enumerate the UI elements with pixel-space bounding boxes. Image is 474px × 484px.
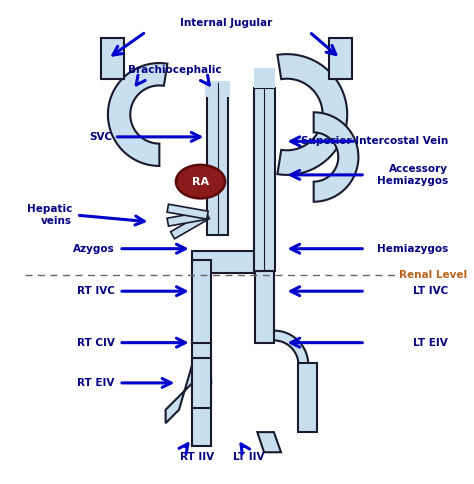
Polygon shape [255,68,274,88]
Bar [208,81,228,97]
Text: Brachiocephalic: Brachiocephalic [128,65,222,75]
Text: Superior Intercostal Vein: Superior Intercostal Vein [301,136,448,146]
Text: RT IIV: RT IIV [180,452,214,462]
Text: Internal Jugular: Internal Jugular [180,18,273,28]
Text: LT IVC: LT IVC [413,286,448,296]
Text: RT IVC: RT IVC [77,286,115,296]
Polygon shape [192,253,274,271]
Bar [255,271,274,343]
Bar [192,260,211,343]
Bar [101,38,124,79]
Bar [192,408,211,446]
Polygon shape [314,112,358,202]
Bar [255,88,274,271]
Polygon shape [274,331,308,365]
Polygon shape [277,54,347,175]
Polygon shape [165,361,211,423]
Text: RT EIV: RT EIV [77,378,115,388]
Polygon shape [167,204,208,219]
Polygon shape [171,212,210,239]
Bar [192,340,211,408]
Text: Accessory
Hemiazygos: Accessory Hemiazygos [377,164,448,186]
Ellipse shape [176,165,225,198]
Text: RA: RA [192,177,209,187]
Polygon shape [205,81,230,97]
Bar [329,38,352,79]
Polygon shape [167,211,208,226]
Text: SVC: SVC [89,132,112,142]
Bar [299,363,317,432]
Bar [192,358,211,410]
Text: Renal Level: Renal Level [399,270,467,280]
Polygon shape [108,63,167,166]
Text: Azygos: Azygos [73,244,115,254]
Text: LT EIV: LT EIV [413,338,448,348]
Text: LT IIV: LT IIV [233,452,264,462]
Text: RT CIV: RT CIV [77,338,115,348]
Bar [192,251,274,273]
Bar [208,83,228,235]
Polygon shape [257,432,281,452]
Text: Hepatic
veins: Hepatic veins [27,204,72,226]
Text: Hemiazygos: Hemiazygos [377,244,448,254]
